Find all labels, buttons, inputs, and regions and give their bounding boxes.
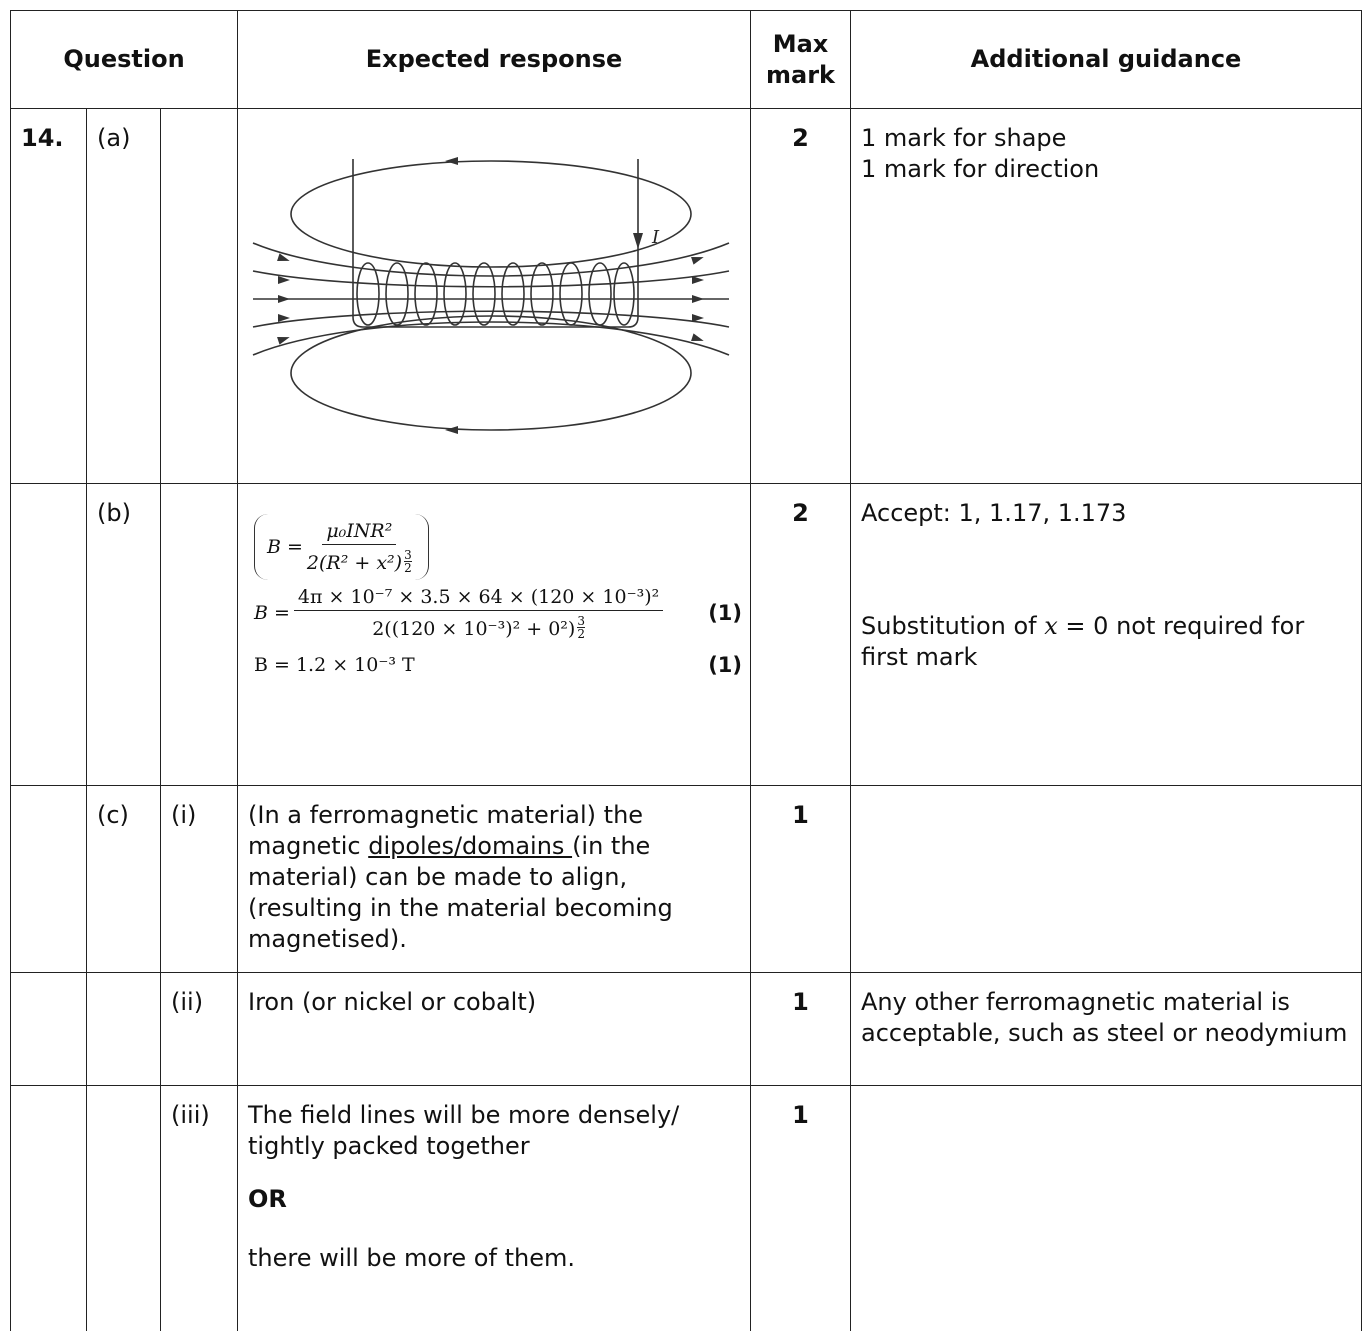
sub-part: (ii) xyxy=(160,972,238,1086)
underlined-text: dipoles/domains xyxy=(368,832,573,860)
sub-part: (i) xyxy=(160,785,238,973)
formula: B = μ₀INR² 2(R² + x²) 3 2 xyxy=(254,514,742,580)
answer-text: B = 1.2 × 10⁻³ T xyxy=(254,654,415,676)
sub-part xyxy=(160,483,238,786)
header-cell: Additional guidance xyxy=(850,10,1362,109)
exponent: 2 xyxy=(404,561,412,575)
arrow xyxy=(445,426,458,434)
field-lines xyxy=(252,242,730,356)
guidance: Any other ferromagnetic material is acce… xyxy=(850,972,1362,1086)
expected-response: B = μ₀INR² 2(R² + x²) 3 2 B = 4π × 10⁻⁷ × 3.5… xyxy=(237,483,751,786)
header-cell: Expected response xyxy=(237,10,751,109)
guidance-line: Accept: 1, 1.17, 1.173 xyxy=(861,499,1127,527)
mark: (1) xyxy=(708,653,742,677)
sub-part xyxy=(160,108,238,484)
part xyxy=(86,972,161,1086)
row: (b) B = μ₀INR² 2(R² + x²) 3 2 B = 4π × 10⁻⁷ ×… xyxy=(10,483,1362,786)
row: (c) (i) (In a ferromagnetic material) th… xyxy=(10,785,1362,973)
question-number: 14. xyxy=(10,108,87,484)
field-loop xyxy=(290,160,692,268)
formula-lhs: B = xyxy=(254,602,290,624)
row: (iii) The field lines will be more dense… xyxy=(10,1085,1362,1331)
exponent: 2 xyxy=(577,627,585,641)
header-cell: Max mark xyxy=(750,10,851,109)
text: = 0 not required for first mark xyxy=(861,612,1305,671)
text: Substitution of xyxy=(861,612,1045,640)
expected-response: The field lines will be more densely/ ti… xyxy=(237,1085,751,1331)
numerator: μ₀INR² xyxy=(322,520,397,545)
row: (ii) Iron (or nickel or cobalt) 1 Any ot… xyxy=(10,972,1362,1086)
header-row: Question Expected response Max mark Addi… xyxy=(10,10,1362,109)
mark: (1) xyxy=(708,601,742,625)
header-cell: Question xyxy=(10,10,238,109)
part xyxy=(86,1085,161,1331)
text: there will be more of them. xyxy=(248,1244,575,1272)
part: (b) xyxy=(86,483,161,786)
guidance-line: 1 mark for shape xyxy=(861,124,1067,152)
guidance-note: Substitution of x = 0 not required for f… xyxy=(861,611,1351,673)
text: (in the material) can be made to align, … xyxy=(248,832,673,953)
expected-response: (In a ferromagnetic material) the magnet… xyxy=(237,785,751,973)
diagram-cell: I xyxy=(237,108,751,484)
or-text: OR xyxy=(248,1185,287,1213)
numerator: 4π × 10⁻⁷ × 3.5 × 64 × (120 × 10⁻³)² xyxy=(293,586,664,611)
part: (c) xyxy=(86,785,161,973)
row: 14. (a) xyxy=(10,108,1362,484)
exponent: 3 xyxy=(577,614,585,628)
expected-response: Iron (or nickel or cobalt) xyxy=(237,972,751,1086)
part: (a) xyxy=(86,108,161,484)
question-number xyxy=(10,785,87,973)
substitution: B = 4π × 10⁻⁷ × 3.5 × 64 × (120 × 10⁻³)² 2… xyxy=(254,586,742,640)
denominator: 2(R² + x²) xyxy=(306,552,403,574)
guidance-line: 1 mark for direction xyxy=(861,155,1100,183)
marking-table: Question Expected response Max mark Addi… xyxy=(10,10,1362,1331)
current-label: I xyxy=(651,227,660,248)
field-loop xyxy=(290,315,692,431)
max-mark: 2 xyxy=(750,108,851,484)
question-number xyxy=(10,1085,87,1331)
arrow xyxy=(445,157,458,165)
solenoid-diagram: I xyxy=(252,157,730,434)
coil xyxy=(352,159,643,328)
exponent: 3 xyxy=(404,548,412,562)
answer: B = 1.2 × 10⁻³ T (1) xyxy=(254,654,742,676)
denominator: 2((120 × 10⁻³)² + 0²) xyxy=(372,618,576,640)
max-mark: 1 xyxy=(750,1085,851,1331)
text: The field lines will be more densely/ ti… xyxy=(248,1101,680,1160)
sub-part: (iii) xyxy=(160,1085,238,1331)
guidance xyxy=(850,785,1362,973)
max-mark: 2 xyxy=(750,483,851,786)
formula-lhs: B = xyxy=(267,536,303,558)
text: (In a ferromagnetic material) the magnet… xyxy=(248,801,644,860)
question-number xyxy=(10,972,87,1086)
guidance: 1 mark for shape 1 mark for direction xyxy=(850,108,1362,484)
guidance: Accept: 1, 1.17, 1.173 Substitution of x … xyxy=(850,483,1362,786)
guidance xyxy=(850,1085,1362,1331)
max-mark: 1 xyxy=(750,972,851,1086)
variable: x xyxy=(1044,612,1058,640)
question-number xyxy=(10,483,87,786)
max-mark: 1 xyxy=(750,785,851,973)
